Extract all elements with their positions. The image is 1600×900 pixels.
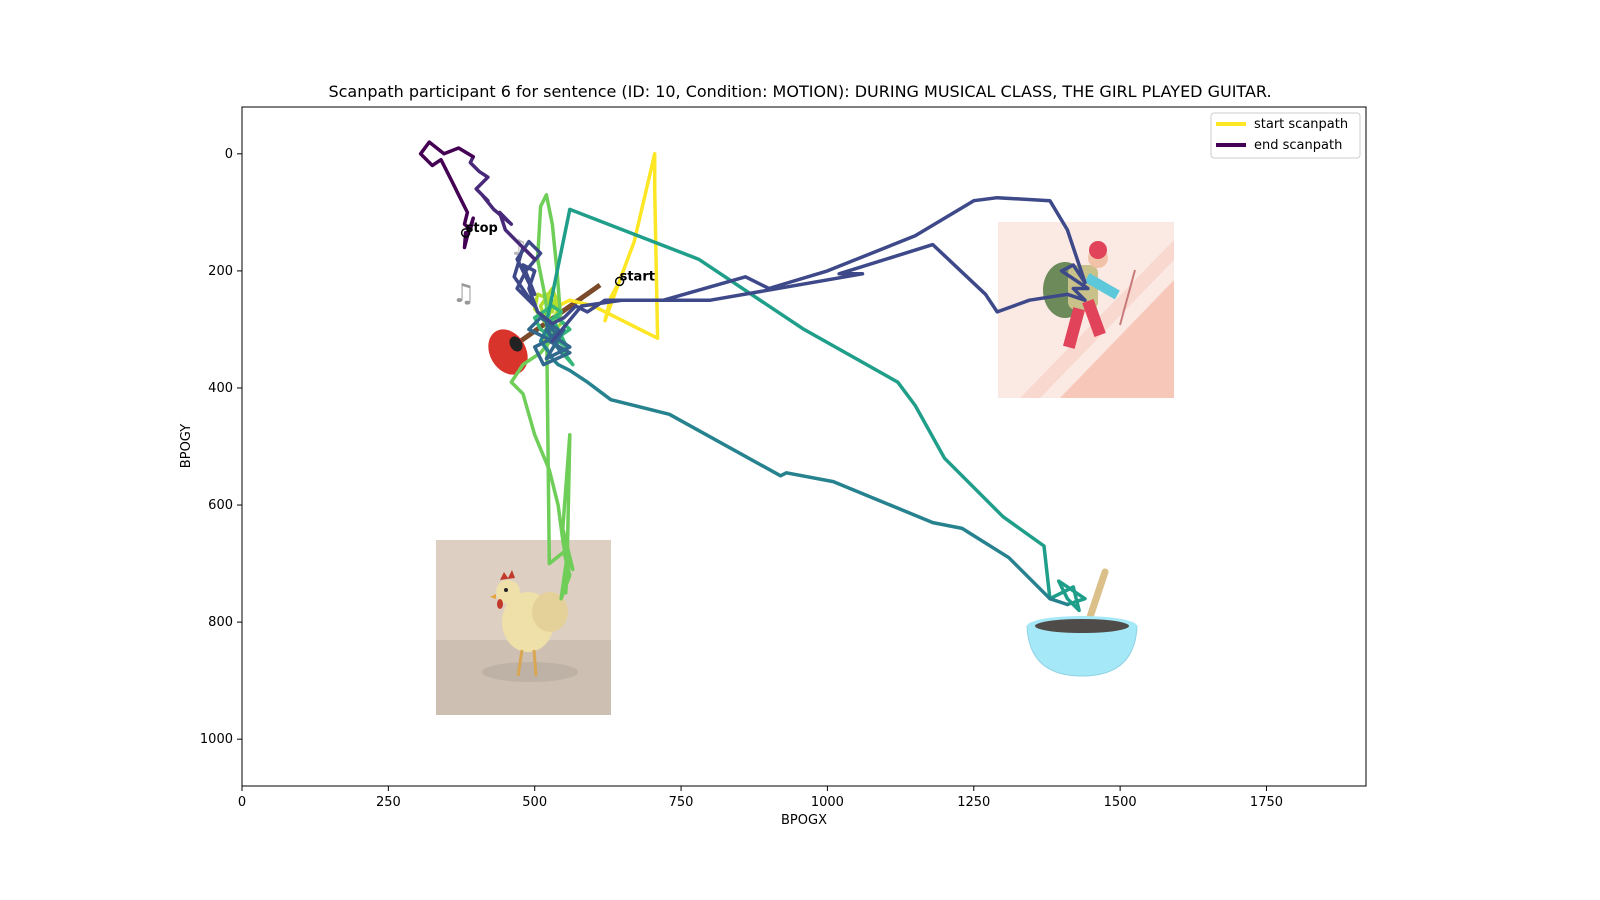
- scanpath-segment: [550, 195, 1090, 343]
- chicken-image: [436, 540, 611, 715]
- scanpath-segment: [512, 239, 555, 326]
- scanpath-segment: [544, 207, 1087, 613]
- x-tick-label: 1000: [811, 795, 844, 810]
- svg-text:♫: ♫: [452, 279, 475, 309]
- y-axis-label: BPOGY: [179, 424, 194, 468]
- annotations: start stop: [460, 221, 655, 287]
- annotation-label: start: [620, 269, 655, 284]
- y-tick-label: 800: [208, 615, 233, 630]
- girl-climbing-image: [998, 222, 1174, 398]
- bowl-image: [1026, 568, 1138, 677]
- x-axis-ticks: 0 250 500 750 1000 1250 1500 1750: [238, 786, 1283, 810]
- x-tick-label: 1750: [1250, 795, 1283, 810]
- annotation-marker: [614, 276, 625, 287]
- x-tick-label: 500: [522, 795, 547, 810]
- legend-label-start: start scanpath: [1254, 117, 1348, 132]
- scanpath-segment: [418, 140, 475, 250]
- scanpath-segment: [468, 155, 537, 261]
- y-tick-label: 200: [208, 264, 233, 279]
- y-tick-label: 1000: [200, 732, 233, 747]
- scanpath-segment: [527, 315, 572, 367]
- y-tick-label: 600: [208, 498, 233, 513]
- x-axis-label: BPOGX: [781, 813, 827, 828]
- scanpath-segment: [553, 152, 660, 340]
- scanpath-segment: [538, 327, 1070, 607]
- plot-frame: [241, 106, 1367, 787]
- x-tick-label: 1250: [957, 795, 990, 810]
- scanpath-lines: [418, 140, 1090, 613]
- y-axis-ticks: 0 200 400 600 800 1000: [200, 147, 242, 747]
- legend: start scanpath end scanpath: [1210, 112, 1361, 159]
- x-tick-label: 250: [376, 795, 401, 810]
- legend-label-end: end scanpath: [1254, 138, 1342, 153]
- x-tick-label: 0: [238, 795, 246, 810]
- x-tick-label: 750: [669, 795, 694, 810]
- annotation-marker: [460, 228, 471, 238]
- y-tick-label: 0: [225, 147, 233, 162]
- annotation-label: stop: [466, 221, 498, 236]
- y-tick-label: 400: [208, 381, 233, 396]
- chart-title: Scanpath participant 6 for sentence (ID:…: [328, 82, 1271, 101]
- x-tick-label: 1500: [1104, 795, 1137, 810]
- scanpath-segment: [535, 193, 575, 601]
